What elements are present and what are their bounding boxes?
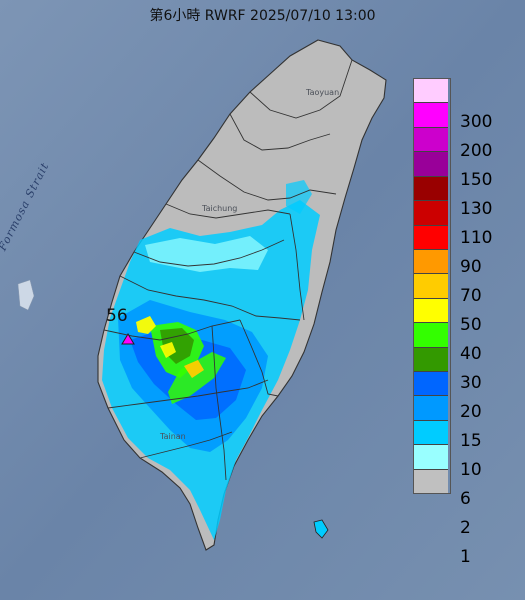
legend-label: 90 [460,256,482,277]
legend-swatch [414,103,448,128]
legend-label: 200 [460,140,493,161]
legend-label: 300 [460,111,493,132]
legend-swatch [414,298,448,324]
legend-swatch [414,176,448,202]
map-title: 第6小時 RWRF 2025/07/10 13:00 [149,8,376,24]
city-label-taichung: Taichung [202,204,238,213]
legend-label: 2 [460,517,471,538]
legend-swatch [414,127,448,153]
legend-swatch [414,445,448,470]
legend-swatch [414,274,448,299]
legend-labels: 300 200 150 130 110 90 70 50 40 30 20 15 10 6 2 1 [460,78,520,571]
legend-label: 150 [460,169,493,190]
legend-swatch [414,201,448,226]
rain-area-orange [184,360,204,378]
legend-label: 130 [460,198,493,219]
county-boundaries [103,59,353,481]
legend-swatch [414,225,448,250]
legend-label: 70 [460,285,482,306]
rainfall-legend [413,78,451,495]
rain-area-yellow-2 [160,342,176,358]
rain-area-green-streak [168,352,226,404]
legend-label: 1 [460,546,471,567]
legend-label: 50 [460,314,482,335]
legend-swatch [414,347,448,373]
city-label-taoyuan: Taoyuan [306,88,340,97]
rain-area-light-north [286,180,312,214]
legend-label: 15 [460,430,482,451]
legend-swatch [414,396,448,421]
legend-swatch [414,249,448,275]
legend-swatch [414,79,448,104]
legend-swatch [414,152,448,177]
city-label-tainan: Tainan [160,432,186,441]
legend-label: 110 [460,227,493,248]
penghu-islands [17,279,35,311]
legend-label: 10 [460,459,482,480]
legend-label: 30 [460,372,482,393]
green-island [313,519,329,539]
rain-area-cyan-pale [145,236,268,272]
legend-swatch [414,323,448,348]
legend-label: 40 [460,343,482,364]
legend-label: 6 [460,488,471,509]
rain-area-yellow [136,316,156,334]
legend-swatch [414,469,448,494]
legend-swatch [414,420,448,446]
legend-label: 20 [460,401,482,422]
legend-swatch [414,372,448,397]
max-station-value: 56 [106,306,128,326]
triangle-marker [121,333,135,345]
